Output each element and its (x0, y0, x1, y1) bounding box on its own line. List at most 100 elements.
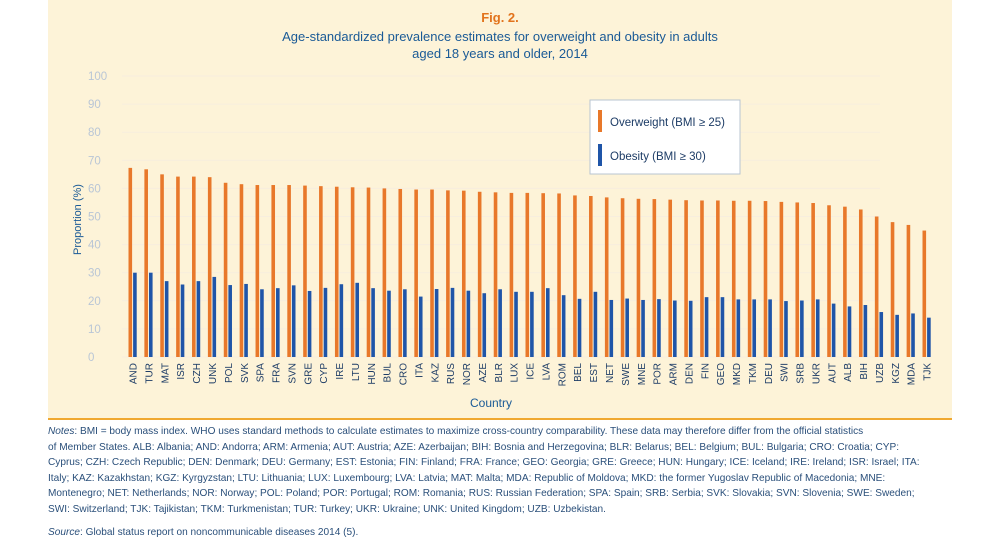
x-tick-label: NOR (462, 363, 473, 385)
bar-obesity (228, 285, 232, 357)
bar-overweight (668, 199, 673, 357)
bar-obesity (641, 299, 645, 357)
bar-obesity (148, 272, 153, 357)
bar-obesity (514, 291, 518, 357)
bar-obesity (831, 303, 836, 357)
notes-line-3: Cyprus; CZH: Czech Republic; DEN: Denmar… (48, 457, 920, 469)
panel-bottom-rule (48, 418, 952, 420)
notes: Notes: BMI = body mass index. WHO uses s… (48, 424, 958, 518)
x-tick-label: POL (224, 363, 235, 383)
bar-overweight (192, 176, 196, 357)
bar-overweight (382, 188, 387, 357)
x-tick-label: TKM (748, 363, 759, 384)
chart-title-line-1: Age-standardized prevalence estimates fo… (282, 29, 718, 44)
bar-obesity (593, 291, 598, 357)
bar-overweight (906, 224, 911, 357)
bar-overweight (350, 187, 355, 357)
notes-label: Notes (48, 426, 75, 437)
x-tick-label: SPA (256, 363, 267, 383)
x-tick-label: ARM (669, 363, 680, 385)
x-tick-label: CRO (399, 363, 410, 385)
y-tick-label: 60 (88, 183, 101, 195)
bar-obesity (434, 288, 439, 357)
notes-line-5: Montenegro; NET: Netherlands; NOR: Norwa… (48, 488, 915, 500)
bar-obesity (752, 299, 757, 357)
bar-overweight (890, 222, 895, 357)
y-tick-label: 70 (88, 155, 101, 167)
x-tick-label: ALB (843, 363, 854, 382)
x-tick-label: SWE (621, 363, 632, 386)
bar-overweight (414, 189, 418, 357)
legend-label-overweight: Overweight (BMI ≥ 25) (610, 117, 725, 129)
bar-overweight (858, 209, 863, 357)
x-tick-label: MNE (637, 363, 648, 386)
y-tick-label: 10 (88, 324, 101, 336)
bar-obesity (577, 298, 582, 357)
x-tick-label: KAZ (430, 363, 441, 382)
bar-obesity (784, 301, 788, 357)
figure-panel: Fig. 2. Age-standardized prevalence esti… (48, 0, 952, 420)
bar-obesity (530, 291, 534, 357)
bar-obesity (863, 305, 868, 357)
notes-line-4: Italy; KAZ: Kazakhstan; KGZ: Kyrgyzstan;… (48, 472, 886, 484)
legend-swatch-overweight (598, 110, 602, 132)
bar-overweight (589, 195, 593, 357)
bar-obesity (720, 297, 725, 357)
bar-obesity (561, 295, 566, 357)
x-tick-label: CYP (319, 363, 330, 384)
bar-overweight (398, 188, 403, 357)
x-tick-label: ITA (414, 363, 425, 378)
y-tick-label: 30 (88, 268, 101, 280)
bar-obesity (466, 290, 471, 357)
bar-obesity (180, 284, 185, 357)
x-tick-label: LTU (351, 363, 362, 381)
bar-obesity (688, 300, 693, 357)
x-tick-label: FRA (272, 363, 283, 383)
bar-obesity (927, 317, 931, 357)
x-tick-label: ROM (557, 363, 568, 386)
y-tick-label: 90 (88, 99, 101, 111)
y-tick-label: 100 (88, 71, 107, 83)
bar-obesity (911, 313, 915, 357)
bar-overweight (763, 201, 768, 357)
bar-overweight (477, 191, 482, 357)
bar-overweight (446, 190, 450, 357)
bar-overweight (922, 230, 927, 357)
bar-obesity (704, 297, 709, 357)
bar-overweight (557, 193, 561, 357)
bar-obesity (815, 299, 820, 357)
bar-obesity (879, 312, 884, 357)
y-axis-title: Proportion (%) (72, 184, 84, 255)
bar-obesity (418, 296, 423, 357)
x-tick-label: LUX (510, 363, 521, 383)
bar-overweight (255, 185, 260, 357)
legend-box (589, 99, 741, 175)
x-tick-label: SRB (796, 363, 807, 384)
bar-obesity (323, 287, 328, 357)
x-tick-label: BEL (573, 363, 584, 382)
x-tick-label: LVA (541, 363, 552, 381)
bar-overweight (700, 200, 704, 357)
bar-obesity (212, 276, 217, 357)
bar-obesity (196, 281, 201, 357)
bar-obesity (387, 290, 391, 357)
bar-overweight (144, 169, 148, 357)
figure-label: Fig. 2. (481, 10, 519, 25)
bar-overweight (731, 200, 736, 357)
notes-line-2: of Member States. ALB: Albania; AND: And… (48, 441, 900, 453)
bar-overweight (747, 200, 752, 357)
bar-overweight (176, 176, 180, 357)
bar-overweight (620, 198, 625, 357)
x-tick-label: UZB (875, 363, 886, 383)
x-tick-label: BIH (859, 363, 870, 380)
bar-obesity (657, 299, 661, 357)
x-tick-label: HUN (367, 363, 378, 385)
x-tick-label: GEO (716, 363, 727, 385)
bar-obesity (609, 299, 614, 357)
x-tick-label: MKD (732, 363, 743, 385)
bar-overweight (160, 174, 164, 357)
bar-overweight (525, 192, 530, 357)
x-tick-label: AUT (827, 363, 838, 383)
bar-obesity (625, 298, 629, 357)
bar-overweight (271, 185, 276, 357)
